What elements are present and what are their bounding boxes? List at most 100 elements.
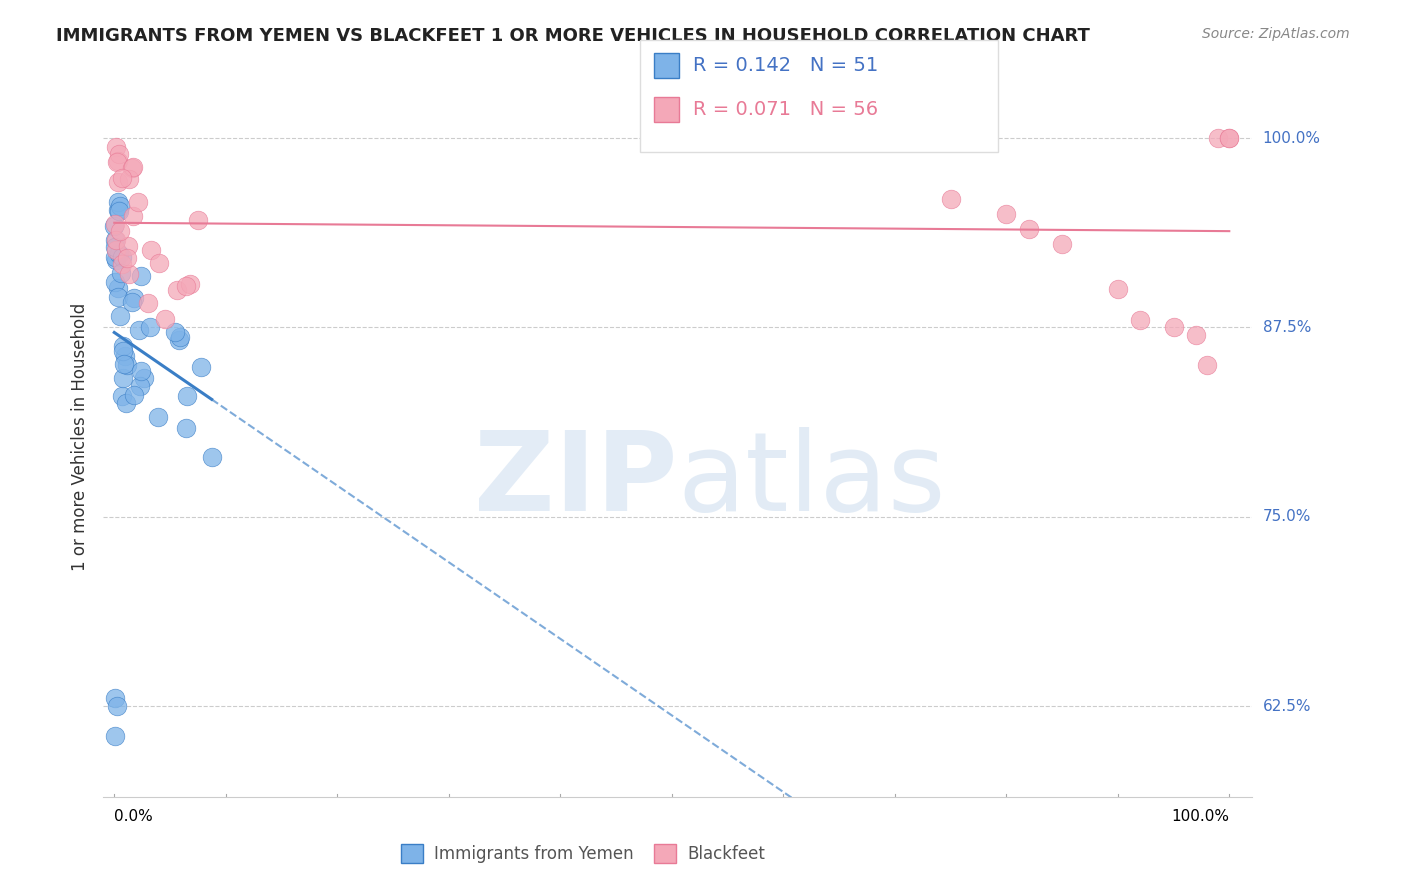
Point bbox=[107, 195, 129, 210]
Point bbox=[108, 309, 131, 323]
Text: R = 0.071   N = 56: R = 0.071 N = 56 bbox=[693, 100, 879, 120]
Point bbox=[105, 243, 128, 257]
Y-axis label: 1 or more Vehicles in Household: 1 or more Vehicles in Household bbox=[72, 303, 89, 571]
Point bbox=[1107, 283, 1129, 297]
Point bbox=[176, 389, 198, 403]
Point bbox=[190, 359, 212, 374]
Text: Blackfeet: Blackfeet bbox=[688, 845, 765, 863]
Point bbox=[104, 729, 127, 743]
Point bbox=[118, 172, 141, 186]
Point bbox=[108, 146, 131, 161]
Text: 100.0%: 100.0% bbox=[1171, 809, 1229, 824]
Text: 0.0%: 0.0% bbox=[114, 809, 153, 824]
Text: IMMIGRANTS FROM YEMEN VS BLACKFEET 1 OR MORE VEHICLES IN HOUSEHOLD CORRELATION C: IMMIGRANTS FROM YEMEN VS BLACKFEET 1 OR … bbox=[56, 27, 1090, 45]
Point bbox=[1050, 237, 1073, 252]
Text: R = 0.142   N = 51: R = 0.142 N = 51 bbox=[693, 55, 879, 75]
Point bbox=[107, 202, 129, 217]
Text: ZIP: ZIP bbox=[474, 427, 678, 533]
Point bbox=[114, 396, 136, 410]
Point bbox=[201, 450, 224, 465]
Point bbox=[828, 131, 851, 145]
Point bbox=[163, 326, 186, 340]
Point bbox=[1163, 320, 1185, 334]
Point bbox=[939, 192, 962, 206]
Point bbox=[115, 252, 138, 266]
Point bbox=[107, 290, 129, 304]
Point bbox=[128, 323, 150, 337]
Point bbox=[1206, 131, 1229, 145]
Point bbox=[111, 250, 134, 264]
Point bbox=[104, 240, 127, 254]
Point bbox=[105, 699, 128, 714]
Point bbox=[111, 389, 134, 403]
Point bbox=[1195, 358, 1218, 372]
Point bbox=[883, 131, 905, 145]
Point bbox=[117, 239, 139, 253]
Point bbox=[166, 283, 188, 297]
Point bbox=[772, 131, 794, 145]
Point bbox=[117, 268, 139, 282]
Point bbox=[128, 379, 150, 393]
Point bbox=[169, 330, 191, 344]
Point bbox=[1129, 313, 1152, 327]
Point bbox=[153, 311, 176, 326]
Text: 87.5%: 87.5% bbox=[1263, 320, 1310, 334]
Point bbox=[174, 421, 197, 435]
Point bbox=[139, 243, 162, 257]
Point bbox=[174, 278, 197, 293]
Point bbox=[110, 224, 132, 238]
Point bbox=[129, 268, 152, 283]
Point bbox=[139, 320, 162, 334]
Point bbox=[169, 333, 191, 347]
Text: 62.5%: 62.5% bbox=[1263, 698, 1312, 714]
Point bbox=[105, 154, 128, 169]
Point bbox=[105, 252, 128, 267]
Point bbox=[103, 219, 125, 233]
Point bbox=[121, 295, 143, 310]
Point bbox=[107, 176, 129, 190]
Point bbox=[122, 388, 145, 402]
Point bbox=[107, 154, 129, 169]
Point bbox=[104, 217, 127, 231]
Point bbox=[1218, 131, 1240, 145]
Text: Source: ZipAtlas.com: Source: ZipAtlas.com bbox=[1202, 27, 1350, 41]
Text: Immigrants from Yemen: Immigrants from Yemen bbox=[434, 845, 634, 863]
Point bbox=[136, 296, 159, 310]
Point bbox=[105, 233, 128, 247]
Point bbox=[124, 291, 146, 305]
Point bbox=[104, 691, 127, 706]
Point bbox=[104, 250, 127, 264]
Point bbox=[111, 257, 134, 271]
Point bbox=[108, 199, 131, 213]
Point bbox=[995, 207, 1018, 221]
Point bbox=[121, 161, 143, 175]
Point bbox=[104, 233, 127, 247]
Point bbox=[1218, 131, 1240, 145]
Point bbox=[112, 339, 135, 353]
Point bbox=[127, 195, 149, 210]
Point bbox=[1018, 222, 1040, 236]
Point bbox=[1185, 327, 1208, 342]
Point bbox=[111, 171, 134, 186]
Point bbox=[104, 275, 127, 289]
Point bbox=[121, 209, 143, 223]
Point bbox=[187, 212, 209, 227]
Point bbox=[115, 359, 138, 373]
Text: 75.0%: 75.0% bbox=[1263, 509, 1310, 524]
Point bbox=[107, 281, 129, 295]
Point bbox=[112, 344, 135, 359]
Point bbox=[146, 409, 169, 424]
Point bbox=[110, 266, 132, 280]
Text: atlas: atlas bbox=[678, 427, 946, 533]
Point bbox=[114, 350, 136, 364]
Point bbox=[108, 246, 131, 260]
Point bbox=[121, 161, 143, 175]
Point bbox=[112, 357, 135, 371]
Point bbox=[108, 204, 131, 219]
Point bbox=[112, 371, 135, 385]
Point bbox=[134, 371, 156, 385]
Point bbox=[148, 256, 170, 270]
Point bbox=[105, 139, 128, 153]
Point bbox=[129, 364, 152, 378]
Point bbox=[179, 277, 201, 291]
